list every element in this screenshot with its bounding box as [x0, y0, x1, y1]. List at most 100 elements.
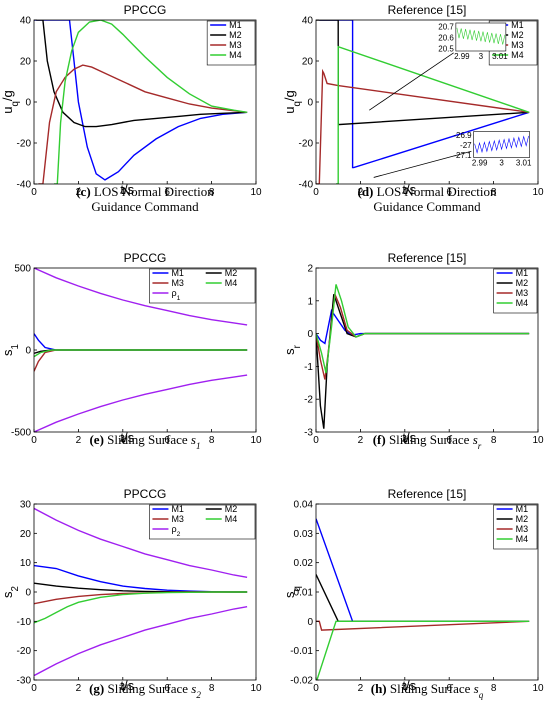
x-tick-label: 0	[31, 435, 37, 446]
y-axis-label: s1	[0, 344, 21, 356]
legend-label: M3	[171, 278, 184, 288]
y-tick-label: 20	[302, 57, 314, 68]
x-tick-label: 6	[164, 435, 170, 446]
y-tick-label: -30	[17, 676, 32, 687]
series-group	[316, 518, 530, 680]
legend-label: M3	[516, 524, 529, 534]
series-line-M1-0	[319, 20, 530, 169]
caption: (f) Sliding Surface sr	[373, 432, 482, 451]
chart-title: Reference [15]	[388, 3, 467, 17]
inset-y-tick: -27	[460, 141, 472, 150]
inset-arrow	[369, 52, 454, 111]
x-tick-label: 2	[358, 435, 364, 446]
inset-0: 20.7 20.6 20.52.99 3 3.01	[438, 23, 508, 62]
y-tick-label: 2	[307, 264, 313, 275]
x-tick-label: 6	[164, 683, 170, 694]
x-tick-label: 4	[402, 435, 408, 446]
x-tick-label: 4	[120, 435, 126, 446]
x-tick-label: 2	[76, 435, 82, 446]
x-axis-label: t/s	[120, 430, 134, 445]
y-tick-label: -20	[299, 139, 314, 150]
chart-title: PPCCG	[124, 251, 167, 265]
legend-label: M4	[225, 278, 238, 288]
inset-x-tick: 2.99	[472, 159, 488, 168]
y-tick-label: -0.01	[290, 646, 313, 657]
legend-label: ρ1	[171, 288, 180, 302]
inset-frame	[455, 22, 507, 52]
y-tick-label: -500	[11, 428, 31, 439]
legend-label: M1	[171, 268, 184, 278]
y-tick-label: 20	[20, 529, 32, 540]
inset-arrow	[373, 150, 472, 178]
x-tick-label: 6	[446, 435, 452, 446]
inset-x-tick: 3.01	[492, 52, 508, 61]
series-line-M4-3	[34, 591, 248, 624]
y-tick-label: 0.01	[294, 588, 314, 599]
caption: (d) LOS Normal Direction	[357, 184, 497, 199]
series-group	[34, 20, 248, 184]
legend-label: M3	[171, 514, 184, 524]
x-axis-label: t/s	[402, 430, 416, 445]
x-tick-label: 10	[532, 187, 544, 198]
x-tick-label: 2	[76, 187, 82, 198]
legend-label: M2	[516, 514, 529, 524]
legend-label: M4	[511, 50, 524, 60]
series-line-M1-0	[34, 564, 248, 593]
series-line-M4-3	[336, 45, 530, 184]
y-tick-label: -20	[17, 646, 32, 657]
series-line-M4-3	[316, 620, 530, 680]
chart-title: PPCCG	[124, 487, 167, 501]
caption: (g) Sliding Surface s2	[89, 681, 201, 700]
legend-label: M3	[511, 40, 524, 50]
legend-label: M2	[225, 504, 238, 514]
chart-panel-h: Reference [15] 0 2 4 6 8 10 -0.02 -0.01 0 0.01 0.02…	[282, 487, 544, 700]
y-tick-label: -0.02	[290, 676, 313, 687]
chart-panel-d: Reference [15] 0 2 4 6 8 10 -40 -20 0 20 40 t/s uq/g M…	[282, 3, 544, 214]
series-line-M1-0	[316, 308, 530, 345]
inset-x-tick: 2.99	[454, 52, 470, 61]
y-tick-label: 10	[20, 558, 32, 569]
legend-label: M2	[225, 268, 238, 278]
x-axis-label: t/s	[402, 678, 416, 693]
x-tick-label: 10	[250, 435, 262, 446]
legend-label: M2	[516, 278, 529, 288]
legend-label: M3	[229, 40, 242, 50]
y-tick-label: 0.04	[294, 500, 314, 511]
x-tick-label: 8	[491, 187, 497, 198]
inset-frame	[473, 131, 530, 158]
legend-label: M4	[225, 514, 238, 524]
series-group	[34, 268, 248, 432]
legend-label: M1	[171, 504, 184, 514]
inset-x-tick: 3.01	[516, 159, 532, 168]
inset-y-tick: -26.9	[453, 131, 472, 140]
x-tick-label: 8	[491, 683, 497, 694]
legend-label: M2	[229, 30, 242, 40]
y-tick-label: 500	[14, 264, 31, 275]
legend-label: M4	[516, 534, 529, 544]
x-tick-label: 10	[250, 683, 262, 694]
legend-label: ρ2	[171, 524, 180, 538]
x-axis-label: t/s	[402, 182, 416, 197]
x-tick-label: 4	[120, 683, 126, 694]
y-tick-label: 40	[20, 16, 32, 27]
series-line-M4-3	[34, 349, 248, 358]
chart-title: Reference [15]	[388, 487, 467, 501]
legend-box	[493, 268, 538, 314]
inset-x-tick: 3	[479, 52, 484, 61]
plot-frame	[315, 267, 539, 433]
legend-box	[206, 20, 256, 66]
y-axis-label: uq/g	[0, 90, 21, 114]
x-tick-label: 10	[532, 683, 544, 694]
legend: M1 M2 M3 M4 ρ1	[149, 268, 256, 304]
y-tick-label: -1	[304, 362, 313, 373]
series-line-M3-2	[38, 64, 248, 184]
series-line-M2-1	[36, 20, 248, 128]
x-tick-label: 10	[532, 435, 544, 446]
y-tick-label: 30	[20, 500, 32, 511]
x-tick-label: 6	[164, 187, 170, 198]
caption: (e) Sliding Surface s1	[89, 432, 200, 451]
y-tick-label: 1	[307, 296, 313, 307]
